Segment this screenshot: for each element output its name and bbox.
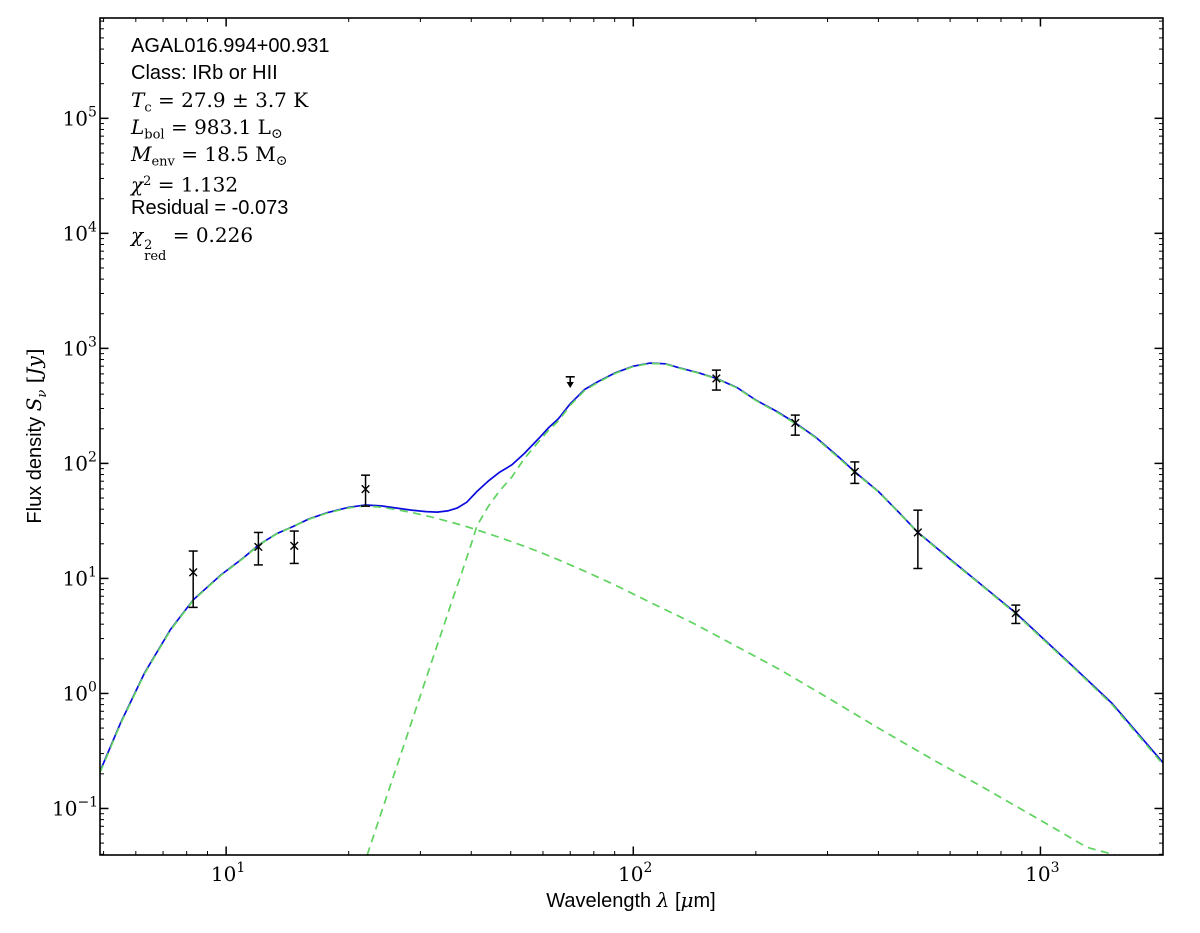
residual-line: Residual = -0.073 [131,197,289,219]
reduced-chi-square-line: χ 2 red = 0.226 [131,223,254,265]
class-line: Class: IRb or HII [131,62,278,84]
data-point-70um [565,376,575,389]
plot-frame [99,17,1164,856]
y-tick-label: 105 [63,104,97,130]
hot-compact-component-curve [100,504,1116,855]
cold-envelope-component-curve [366,362,1163,855]
data-point-500um [913,509,923,570]
fit-annotation-block: AGAL016.994+00.931 Class: IRb or HII Tc … [131,33,330,265]
y-tick-label: 103 [63,334,97,360]
data-point-160um [711,369,721,391]
x-marker [850,467,860,477]
y-tick-label: 104 [63,219,97,245]
model-curves [100,362,1163,855]
source-name: AGAL016.994+00.931 [131,35,330,57]
axis-tick-labels: 101 102 103 10−1 100 101 102 103 104 105 [52,104,1060,886]
y-axis-label: Flux density Sν [Jy] [22,348,50,524]
x-tick-label: 102 [618,860,652,886]
x-marker [1011,608,1021,618]
y-tick-label: 100 [63,679,97,705]
data-point-870um [1011,604,1021,625]
data-point-12um [253,531,263,566]
data-point-350um [850,461,860,485]
y-tick-label: 10−1 [52,794,98,820]
x-marker [791,418,800,428]
y-tick-label: 102 [63,449,97,475]
x-tick-label: 101 [211,860,245,886]
x-marker [913,528,923,537]
x-marker [254,542,263,552]
upper-limit-arrowhead [566,382,574,389]
data-point-22um [361,474,371,507]
y-tick-label: 101 [63,564,97,590]
x-marker [361,484,370,494]
envelope-mass-line: Menv = 18.5 M⊙ [131,142,288,170]
total-model-fit-curve [100,362,1163,772]
data-point-14.7um [289,530,299,565]
x-marker [289,541,299,551]
data-point-250um [790,414,800,436]
dust-temperature-line: Tc = 27.9 ± 3.7 K [131,88,309,116]
chi-square-line: χ2 = 1.132 [131,172,239,197]
x-marker [188,568,198,577]
bolometric-luminosity-line: Lbol = 983.1 L⊙ [131,115,283,143]
x-marker [712,374,721,383]
photometry-points [188,369,1021,625]
x-axis-label: Wavelength λ [μm] [546,888,716,912]
data-point-8.3um [188,550,198,609]
x-tick-label: 103 [1025,860,1059,886]
